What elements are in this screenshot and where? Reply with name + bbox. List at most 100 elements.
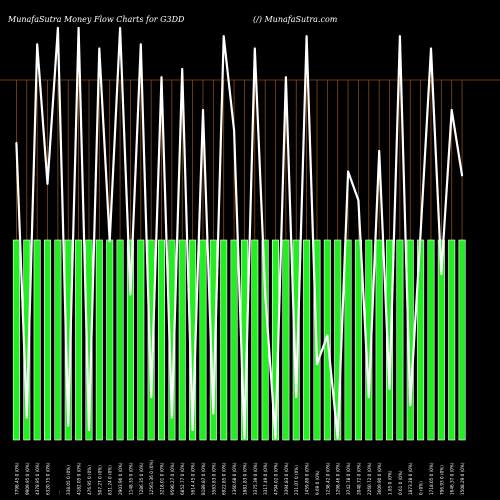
- x-tick-label-14: 12561.36 0 (0%): [149, 459, 154, 495]
- x-tick-label-41: 1718.05 0 (0%): [429, 462, 434, 495]
- x-tick-label-19: 8189.87 0 (0%): [201, 462, 206, 495]
- x-tick-label-13: 7286.35 0 (0%): [139, 462, 144, 495]
- x-tick-label-24: 3375.39 0 (0%): [253, 462, 258, 495]
- bar-21: [220, 239, 228, 441]
- x-tick-label-25: 3317.49 0 (0%): [263, 462, 268, 495]
- bar-14: [147, 239, 155, 441]
- x-tick-label-29: 1459.89 0 (0%): [305, 462, 310, 495]
- line-point-3: [36, 43, 39, 46]
- line-point-29: [305, 35, 308, 38]
- bar-19: [199, 239, 207, 441]
- bar-5: [54, 239, 62, 441]
- x-tick-label-10: 831.24 0 (0%): [108, 465, 113, 495]
- bar-36: [375, 239, 383, 441]
- x-tick-label-42: 796.93 0 (0%): [439, 465, 444, 495]
- bar-3: [33, 239, 41, 441]
- line-point-26: [274, 437, 277, 439]
- line-point-21: [222, 35, 225, 38]
- bar-34: [354, 239, 362, 441]
- x-tick-label-36: 3609.90 0 (0%): [377, 462, 382, 495]
- chart-title: MunafaSutra Money Flow Charts for G3DD: [8, 15, 185, 24]
- x-tick-label-30: 9.69 0 (0%): [315, 470, 320, 495]
- x-tick-label-34: 2048.72 0 (0%): [356, 462, 361, 495]
- line-point-2: [25, 416, 28, 419]
- x-tick-label-27: 3394.83 0 (0%): [284, 462, 289, 495]
- x-tick-label-8: 476.95 0 (0%): [87, 465, 92, 495]
- line-point-39: [409, 404, 412, 407]
- x-tick-label-35: 2260.72 0 (0%): [367, 462, 372, 495]
- x-tick-label-2: 9909.95 0 (0%): [25, 462, 30, 495]
- line-point-31: [326, 334, 329, 337]
- line-point-6: [67, 424, 70, 427]
- bar-22: [230, 239, 238, 441]
- x-tick-label-6: 338.05 0 (0%): [66, 465, 71, 495]
- x-tick-label-32: 1298.46 0 (0%): [336, 462, 341, 495]
- bar-1: [12, 239, 20, 441]
- bar-17: [178, 239, 186, 441]
- site-label: (/) MunafaSutra.com: [253, 15, 338, 24]
- line-point-32: [336, 437, 339, 439]
- x-tick-label-4: 6320.75 0 (0%): [46, 462, 51, 495]
- bar-15: [158, 239, 166, 441]
- line-point-15: [160, 76, 163, 79]
- bar-43: [448, 239, 456, 441]
- x-tick-label-43: 1646.37 0 (0%): [450, 462, 455, 495]
- bar-12: [126, 239, 134, 441]
- line-point-5: [56, 27, 59, 29]
- bar-7: [75, 239, 83, 441]
- line-point-30: [316, 363, 318, 366]
- line-point-43: [450, 109, 453, 111]
- line-point-44: [461, 174, 463, 177]
- line-point-8: [88, 428, 90, 431]
- x-tick-label-17: 6852.77 0 (0%): [180, 462, 185, 495]
- line-point-17: [181, 68, 184, 70]
- bar-42: [437, 239, 445, 441]
- line-point-28: [295, 396, 298, 398]
- bar-4: [44, 239, 52, 441]
- x-tick-label-38: 0.61 0 (0%): [398, 470, 403, 495]
- bar-33: [344, 239, 352, 441]
- line-point-4: [46, 182, 49, 185]
- x-tick-label-5: ...: [56, 491, 61, 495]
- line-point-33: [347, 170, 349, 173]
- line-point-18: [191, 428, 194, 431]
- x-tick-label-44: 1508.29 0 (0%): [460, 462, 465, 495]
- line-point-16: [170, 416, 173, 419]
- line-point-25: [264, 293, 267, 296]
- line-point-9: [98, 47, 101, 50]
- x-tick-label-11: 2903.96 0 (0%): [118, 462, 123, 495]
- x-tick-label-28: 231.07 0 (0%): [294, 465, 299, 495]
- line-point-34: [357, 199, 360, 202]
- x-tick-labels: 7798.45 0 (0%) 9909.95 0 (0%) 4378.95 0 (0…: [14, 459, 465, 495]
- line-point-24: [253, 47, 256, 50]
- bar-13: [137, 239, 145, 441]
- bar-9: [95, 239, 103, 441]
- bar-29: [303, 239, 311, 441]
- line-point-7: [77, 27, 80, 29]
- line-point-41: [430, 47, 432, 50]
- x-tick-label-31: 1238.42 0 (0%): [325, 462, 330, 495]
- line-point-19: [202, 109, 204, 111]
- bar-38: [396, 239, 404, 441]
- line-point-11: [119, 27, 121, 29]
- x-tick-label-3: 4378.95 0 (0%): [35, 462, 40, 495]
- line-series: [15, 26, 464, 440]
- money-flow-line: [15, 26, 464, 440]
- line-point-10: [108, 240, 111, 243]
- bar-27: [282, 239, 290, 441]
- x-tick-label-40: 0 (0%): [419, 481, 424, 495]
- line-point-1: [15, 141, 18, 144]
- line-point-13: [139, 43, 142, 46]
- x-tick-label-16: 9590.27 0 (0%): [170, 462, 175, 495]
- x-tick-label-26: 4794.02 0 (0%): [274, 462, 279, 495]
- bar-10: [106, 239, 114, 441]
- line-point-35: [367, 396, 370, 398]
- x-tick-label-1: 7798.45 0 (0%): [14, 462, 19, 495]
- x-tick-label-39: 1873.28 0 (0%): [408, 462, 413, 495]
- line-point-14: [150, 396, 153, 398]
- bar-44: [458, 239, 466, 441]
- x-tick-label-37: 1.85 0 (0%): [388, 470, 393, 495]
- x-tick-label-20: 3583.83 0 (0%): [211, 462, 216, 495]
- line-point-20: [212, 412, 215, 415]
